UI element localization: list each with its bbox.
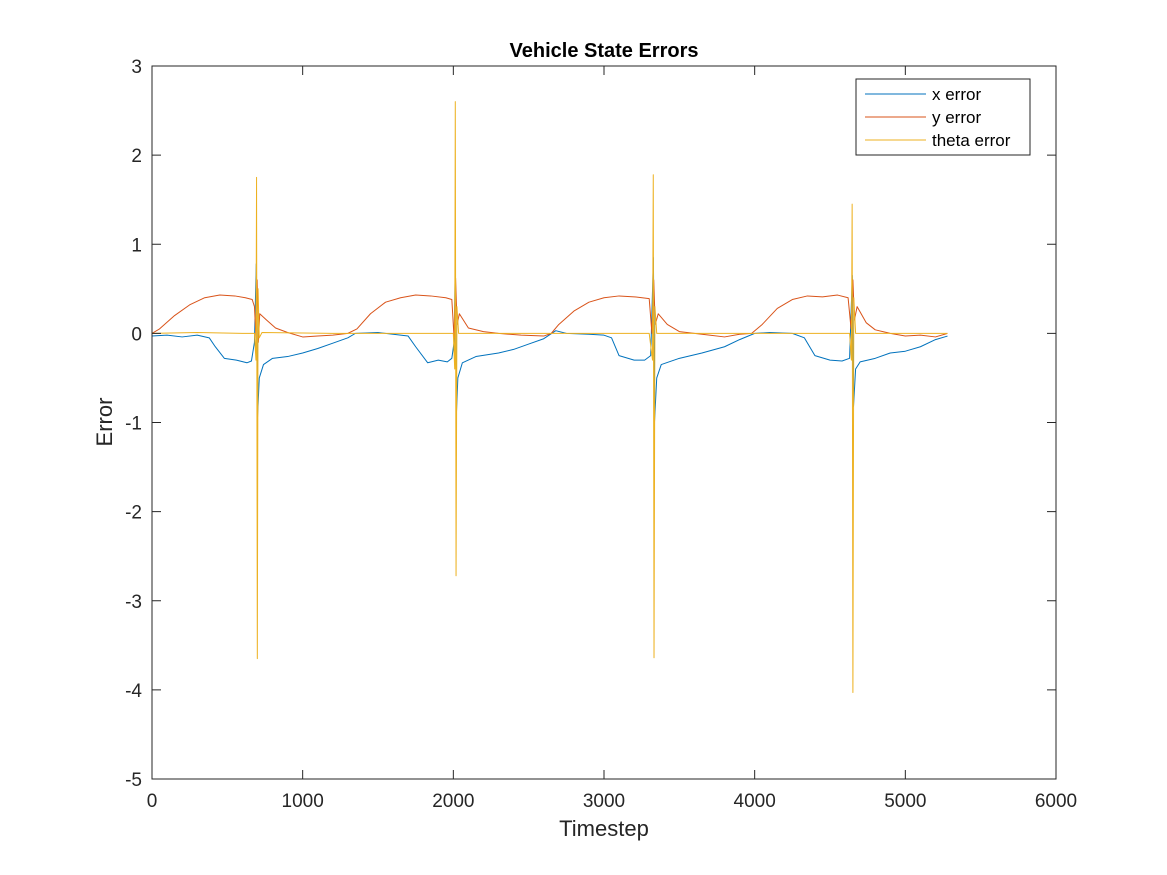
chart-title: Vehicle State Errors bbox=[510, 40, 699, 62]
x-tick-label: 0 bbox=[147, 791, 158, 812]
x-tick-label: 2000 bbox=[432, 791, 474, 812]
series-layer bbox=[151, 101, 948, 694]
x-axis-label: Timestep bbox=[559, 816, 649, 841]
series-line-theta-error bbox=[151, 101, 948, 694]
legend-label-x-error: x error bbox=[932, 85, 981, 104]
x-tick-label: 5000 bbox=[884, 791, 926, 812]
y-tick-label: 0 bbox=[131, 324, 142, 345]
y-tick-label: 1 bbox=[131, 235, 142, 256]
y-tick-label: -5 bbox=[125, 770, 142, 791]
y-tick-label: 2 bbox=[131, 146, 142, 167]
legend: x error y error theta error bbox=[855, 78, 1031, 156]
y-tick-label: -3 bbox=[125, 592, 142, 613]
y-axis: -5 -4 -3 -2 -1 0 1 2 3 bbox=[125, 57, 1056, 791]
x-tick-label: 4000 bbox=[734, 791, 776, 812]
y-tick-label: -2 bbox=[125, 503, 142, 524]
y-axis-label: Error bbox=[92, 398, 117, 447]
plot-area-background bbox=[152, 66, 1056, 779]
legend-label-theta-error: theta error bbox=[932, 131, 1011, 150]
x-tick-label: 6000 bbox=[1035, 791, 1077, 812]
x-axis: 0 1000 2000 3000 4000 5000 6000 bbox=[147, 66, 1077, 812]
y-tick-label: 3 bbox=[131, 57, 142, 78]
x-tick-label: 3000 bbox=[583, 791, 625, 812]
y-tick-label: -4 bbox=[125, 681, 142, 702]
y-tick-label: -1 bbox=[125, 414, 142, 435]
x-tick-label: 1000 bbox=[282, 791, 324, 812]
legend-label-y-error: y error bbox=[932, 108, 981, 127]
